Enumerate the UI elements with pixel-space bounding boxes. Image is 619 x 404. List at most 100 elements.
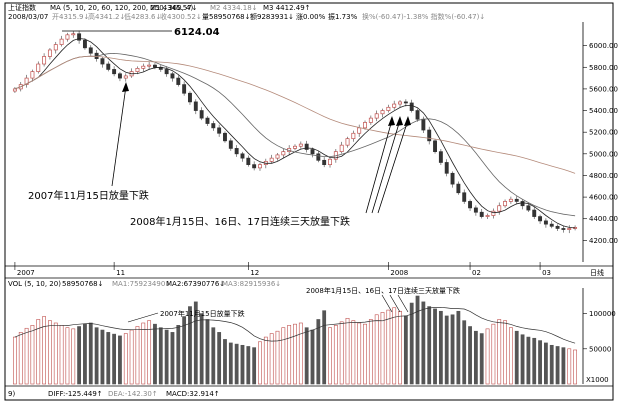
candle-body bbox=[36, 63, 41, 72]
volume-bar bbox=[380, 312, 385, 385]
candle-body bbox=[357, 127, 362, 134]
candle-body bbox=[246, 157, 251, 165]
volume-bar bbox=[561, 347, 566, 385]
candle-body bbox=[252, 164, 257, 169]
candle-body bbox=[526, 205, 531, 211]
candle-body bbox=[59, 38, 64, 45]
vol-ma1: MA1:75923490↓ bbox=[112, 280, 171, 288]
price-tick-label: 4200.00 bbox=[589, 237, 618, 245]
candle-body bbox=[398, 101, 402, 105]
volume-bar bbox=[357, 322, 362, 385]
volume-bar bbox=[88, 322, 93, 385]
volume-bar bbox=[42, 316, 46, 385]
volume-bar bbox=[479, 333, 484, 385]
candle-body bbox=[363, 122, 367, 129]
candle-body bbox=[392, 103, 397, 108]
volume-bar bbox=[48, 320, 52, 385]
candle-body bbox=[386, 106, 391, 111]
volume-bar bbox=[228, 342, 233, 385]
volume-bar bbox=[316, 319, 321, 385]
volume-bar bbox=[13, 336, 17, 385]
volume-bar bbox=[363, 323, 367, 385]
volume-bar bbox=[392, 307, 397, 385]
price-axis-ticks: 4200.00 4400.00 4600.00 4800.00 5000.00 5200.… bbox=[583, 42, 618, 245]
volume-bar bbox=[403, 315, 408, 385]
vol-jan-arrow-3 bbox=[397, 294, 409, 313]
candle-body bbox=[176, 77, 181, 85]
price-tick-label: 6000.00 bbox=[589, 42, 618, 50]
candle-body bbox=[293, 145, 297, 149]
candle-body bbox=[549, 223, 554, 227]
low-value: 低4283.6↓ bbox=[124, 12, 161, 21]
candle-body bbox=[240, 153, 245, 159]
candle-body bbox=[117, 73, 122, 79]
candlestick-series bbox=[12, 30, 578, 234]
index-title: 上证指数 bbox=[8, 3, 36, 12]
date-tick-label: 03 bbox=[542, 269, 551, 277]
candle-body bbox=[345, 138, 350, 146]
volume-bar bbox=[263, 336, 268, 385]
volume-bar bbox=[351, 320, 356, 385]
volume-value: 量58950768↓ bbox=[202, 13, 251, 21]
candle-body bbox=[100, 58, 105, 65]
volume-bar bbox=[415, 295, 420, 385]
volume-bar bbox=[287, 325, 292, 385]
macd-value: MACD:32.914↑ bbox=[166, 390, 220, 398]
candle-body bbox=[30, 71, 35, 79]
macd-index: 9) bbox=[8, 390, 15, 398]
vol-tick-label: 50000 bbox=[589, 345, 611, 353]
price-tick-label: 5400.00 bbox=[589, 107, 618, 115]
price-header: 上证指数 MA (5, 10, 20, 60, 120, 200, 250, 3… bbox=[8, 3, 485, 21]
nov-arrow-head bbox=[122, 82, 129, 92]
volume-bar bbox=[234, 343, 239, 385]
macd-diff: DIFF:-125.449↑ bbox=[48, 390, 103, 398]
volume-bar bbox=[153, 323, 157, 385]
macd-dea: DEA:-142.30↑ bbox=[108, 390, 158, 398]
candle-body bbox=[217, 127, 222, 134]
volume-bar bbox=[135, 326, 140, 385]
volume-bar bbox=[240, 344, 245, 385]
close-value: 收4300.52↓ bbox=[160, 12, 202, 21]
volume-bar bbox=[549, 344, 554, 385]
volume-bar bbox=[444, 315, 449, 385]
volume-bar bbox=[252, 347, 257, 385]
volume-bar bbox=[77, 326, 82, 385]
candle-body bbox=[567, 228, 572, 230]
volume-bar bbox=[497, 319, 502, 385]
volume-bar bbox=[526, 336, 531, 385]
candle-body bbox=[473, 207, 478, 213]
candle-body bbox=[170, 73, 175, 79]
volume-bar bbox=[275, 330, 280, 385]
vol-tick-label: 100000 bbox=[589, 310, 616, 318]
candle-body bbox=[123, 75, 128, 79]
volume-bar bbox=[293, 323, 297, 385]
jan-arrow-line-1 bbox=[365, 119, 393, 214]
candle-body bbox=[462, 192, 467, 202]
extra-value: 换%(-60.47)-1.38% 指数%(-60.47)↓ bbox=[362, 12, 485, 21]
candle-body bbox=[77, 33, 82, 41]
high-value: 高4341.2↓ bbox=[88, 12, 125, 21]
ma-long-line bbox=[14, 52, 576, 217]
peak-value-label: 6124.04 bbox=[174, 27, 220, 38]
candle-body bbox=[555, 225, 560, 229]
vol-scale-label: X1000 bbox=[586, 376, 609, 384]
vol-params: VOL (5, 10, 20) bbox=[8, 280, 61, 288]
volume-bar bbox=[538, 340, 542, 385]
date-axis-ticks: 2007 11 12 2008 02 03 bbox=[14, 262, 551, 277]
candle-body bbox=[199, 110, 204, 119]
volume-bar bbox=[170, 332, 175, 385]
candle-body bbox=[532, 209, 537, 217]
date-value: 2008/03/07 bbox=[8, 13, 48, 21]
volume-bar bbox=[532, 337, 537, 385]
volume-bar bbox=[205, 319, 210, 385]
volume-bar bbox=[118, 335, 122, 385]
date-tick-label: 2007 bbox=[17, 269, 35, 277]
candle-body bbox=[380, 110, 385, 115]
volume-bar bbox=[94, 327, 99, 385]
volume-bar bbox=[333, 325, 338, 385]
timeframe-label: 日线 bbox=[590, 268, 604, 277]
volume-bar bbox=[182, 316, 187, 385]
candle-body bbox=[164, 69, 169, 75]
volume-bar bbox=[65, 327, 70, 385]
ma-slow-line bbox=[14, 55, 576, 174]
